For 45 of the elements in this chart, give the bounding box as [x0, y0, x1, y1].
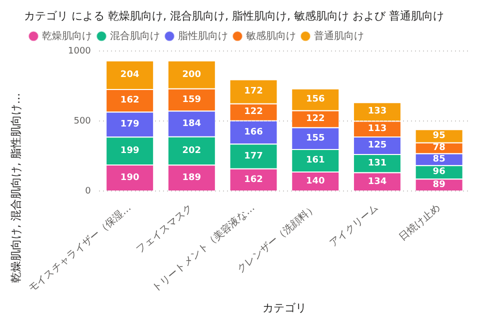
- data-label: 189: [182, 172, 202, 183]
- y-tick-label: 1000: [68, 46, 92, 57]
- data-label: 134: [368, 176, 387, 187]
- data-label: 113: [368, 124, 387, 134]
- data-label: 202: [182, 146, 202, 156]
- data-label: 177: [244, 151, 263, 162]
- data-label: 156: [306, 94, 325, 105]
- chart-title: カテゴリ による 乾燥肌向け, 混合肌向け, 脂性肌向け, 敏感肌向け および 普通肌向け: [24, 9, 444, 22]
- data-label: 131: [368, 158, 387, 168]
- legend-label: 乾燥肌向け: [42, 30, 92, 42]
- data-label: 125: [368, 140, 387, 151]
- data-label: 95: [432, 131, 446, 142]
- data-label: 184: [182, 118, 202, 129]
- data-label: 190: [120, 172, 140, 183]
- legend-label: 脂性肌向け: [178, 30, 228, 42]
- data-label: 162: [244, 174, 263, 185]
- y-axis-title: 乾燥肌向け, 混合肌向け, 脂性肌向け…: [8, 93, 24, 283]
- data-label: 199: [120, 146, 140, 156]
- legend-label: 普通肌向け: [314, 30, 364, 42]
- x-tick-label: フェイスマスク: [134, 202, 196, 256]
- data-label: 179: [120, 119, 140, 130]
- y-tick-label: 0: [85, 186, 92, 196]
- x-tick-label: モイスチャライザー（保湿…: [26, 202, 134, 294]
- x-tick-label: アイクリーム: [328, 202, 381, 250]
- data-label: 155: [306, 133, 325, 144]
- x-tick-label: 日焼け止め: [396, 202, 443, 244]
- data-label: 159: [182, 94, 202, 105]
- data-label: 204: [120, 70, 140, 80]
- data-label: 122: [306, 114, 325, 124]
- data-label: 89: [432, 180, 446, 190]
- data-label: 172: [244, 86, 263, 97]
- data-label: 133: [368, 106, 387, 117]
- y-tick-label: 500: [74, 116, 92, 126]
- data-label: 78: [432, 143, 446, 154]
- data-label: 161: [306, 156, 325, 166]
- data-label: 85: [432, 154, 446, 165]
- legend-label: 混合肌向け: [110, 30, 160, 42]
- data-label: 140: [306, 176, 325, 186]
- data-label: 96: [432, 167, 446, 178]
- data-label: 122: [244, 107, 263, 118]
- legend-label: 敏感肌向け: [246, 30, 296, 42]
- x-axis-title: カテゴリ: [262, 301, 306, 314]
- data-label: 162: [120, 96, 140, 106]
- data-label: 166: [244, 127, 263, 138]
- data-label: 200: [182, 70, 202, 80]
